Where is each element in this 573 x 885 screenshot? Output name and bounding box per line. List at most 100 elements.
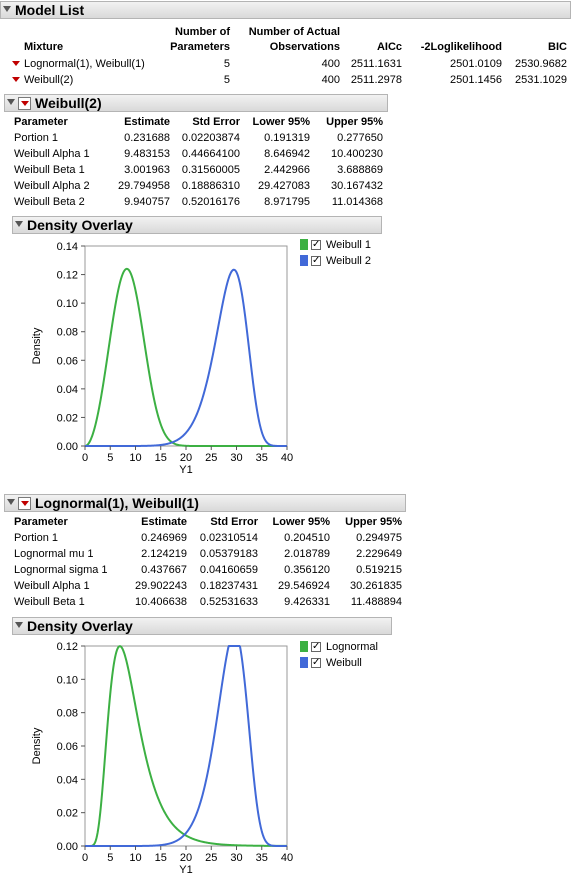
legend-checkbox[interactable]: ✓: [311, 255, 321, 266]
model-list-header[interactable]: Model List: [0, 1, 571, 19]
parameter-value: 3.001963: [124, 164, 170, 176]
y-tick-label: 0.04: [57, 384, 78, 396]
y-tick-label: 0.06: [57, 741, 78, 753]
lognormal-weibull-header[interactable]: Lognormal(1), Weibull(1): [4, 494, 406, 512]
red-triangle-menu-icon[interactable]: [18, 97, 31, 110]
bic-value: 2530.9682: [515, 58, 567, 70]
col-mixture: Mixture: [24, 41, 64, 53]
column-header: Upper 95%: [326, 116, 383, 128]
parameter-value: 9.426331: [284, 596, 330, 608]
density-chart-1: 0.00 0.02 0.04 0.06 0.08 0.10 0.12 0.14 0 5 10 15 20…: [31, 241, 293, 476]
parameter-value: 10.406638: [135, 596, 187, 608]
parameter-name: Weibull Alpha 1: [14, 580, 90, 592]
parameter-value: 2.018789: [284, 548, 330, 560]
y-tick-label: 0.04: [57, 774, 78, 786]
parameter-value: 0.05379183: [199, 548, 258, 560]
x-tick-label: 35: [256, 452, 268, 464]
parameter-name: Weibull Alpha 2: [14, 180, 90, 192]
parameter-value: 8.971795: [264, 196, 310, 208]
x-tick-label: 15: [155, 452, 167, 464]
series-line-1: [84, 267, 287, 447]
parameter-name: Portion 1: [14, 532, 59, 544]
x-tick-label: 5: [107, 452, 113, 464]
series-line-2: [85, 268, 287, 447]
column-header: Estimate: [141, 516, 187, 528]
model-list-title: Model List: [15, 2, 85, 18]
y-tick-label: 0.06: [57, 355, 78, 367]
legend-label: Weibull: [326, 657, 362, 669]
x-tick-label: 30: [230, 452, 242, 464]
nparams-value: 5: [223, 74, 230, 86]
y-axis-label: Density: [31, 727, 43, 764]
mixture-name: Lognormal(1), Weibull(1): [24, 58, 145, 70]
red-triangle-menu-icon[interactable]: [18, 497, 31, 510]
parameter-value: 0.31560005: [181, 164, 240, 176]
legend-checkbox[interactable]: ✓: [311, 641, 321, 652]
density-overlay-header-2[interactable]: Density Overlay: [12, 617, 392, 635]
parameter-value: 0.02203874: [181, 132, 240, 144]
disclosure-icon[interactable]: [3, 6, 11, 12]
y-tick-label: 0.10: [57, 298, 78, 310]
col-nparams-line2: Parameters: [170, 41, 230, 53]
parameter-value: 0.294975: [356, 532, 402, 544]
plot-frame: [84, 645, 288, 847]
parameter-value: 0.204510: [284, 532, 330, 544]
density-overlay-title: Density Overlay: [27, 217, 133, 233]
parameter-name: Weibull Beta 2: [14, 196, 85, 208]
parameter-name: Lognormal sigma 1: [14, 564, 108, 576]
density-overlay-header-1[interactable]: Density Overlay: [12, 216, 382, 234]
x-tick-label: 5: [107, 852, 113, 864]
density-chart-2: 0.00 0.02 0.04 0.06 0.08 0.10 0.12 0 5 10 15 20 25 30…: [31, 641, 293, 876]
x-tick-label: 20: [180, 452, 192, 464]
disclosure-icon[interactable]: [15, 221, 23, 227]
parameter-value: 11.488894: [350, 596, 402, 608]
parameter-value: 0.191319: [264, 132, 310, 144]
column-header: Estimate: [124, 116, 170, 128]
y-tick-label: 0.14: [57, 241, 78, 253]
col-bic: BIC: [548, 41, 567, 53]
x-tick-label: 25: [205, 452, 217, 464]
y-tick-label: 0.10: [57, 674, 78, 686]
parameter-name: Weibull Alpha 1: [14, 148, 90, 160]
series-line-2: [85, 645, 287, 847]
parameter-value: 8.646942: [264, 148, 310, 160]
x-tick-label: 30: [230, 852, 242, 864]
column-header: Parameter: [14, 116, 68, 128]
col-aicc: AICc: [376, 41, 402, 53]
weibull2-header[interactable]: Weibull(2): [4, 94, 388, 112]
parameter-name: Weibull Beta 1: [14, 596, 85, 608]
x-tick-label: 35: [256, 852, 268, 864]
legend-checkbox[interactable]: ✓: [311, 239, 321, 250]
legend-swatch: [300, 255, 308, 266]
disclosure-icon[interactable]: [15, 622, 23, 628]
weibull2-title: Weibull(2): [35, 95, 102, 111]
parameter-value: 9.483153: [124, 148, 170, 160]
parameter-value: 11.014368: [331, 196, 383, 208]
y-tick-label: 0.12: [57, 270, 78, 282]
parameter-value: 0.437667: [141, 564, 187, 576]
parameter-value: 2.442966: [264, 164, 310, 176]
parameter-value: 0.02310514: [199, 532, 258, 544]
legend-label: Lognormal: [326, 641, 378, 653]
parameter-value: 2.124219: [141, 548, 187, 560]
parameter-value: 3.688869: [337, 164, 383, 176]
disclosure-icon[interactable]: [7, 499, 15, 505]
column-header: Lower 95%: [252, 116, 310, 128]
legend-swatch: [300, 657, 308, 668]
y-tick-label: 0.00: [57, 841, 78, 853]
y-tick-label: 0.02: [57, 412, 78, 424]
parameter-value: 0.44664100: [181, 148, 240, 160]
col-nparams-line1: Number of: [175, 26, 230, 38]
parameter-value: 29.902243: [135, 580, 187, 592]
parameter-value: 30.167432: [331, 180, 383, 192]
x-tick-label: 10: [129, 852, 141, 864]
loglik-value: 2501.1456: [450, 74, 502, 86]
col-loglik: -2Loglikelihood: [420, 41, 502, 53]
legend-label: Weibull 2: [326, 255, 372, 267]
row-menu-icon[interactable]: [12, 61, 20, 66]
legend-checkbox[interactable]: ✓: [311, 657, 321, 668]
row-menu-icon[interactable]: [12, 77, 20, 82]
disclosure-icon[interactable]: [7, 99, 15, 105]
x-tick-label: 20: [180, 852, 192, 864]
aicc-value: 2511.2978: [350, 74, 402, 86]
